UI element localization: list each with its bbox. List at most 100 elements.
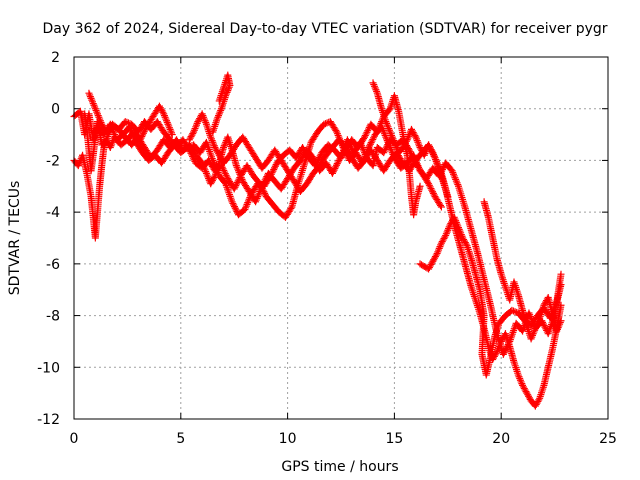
data-point: [381, 147, 389, 155]
chart-title: Day 362 of 2024, Sidereal Day-to-day VTE…: [42, 21, 607, 37]
data-point: [425, 180, 433, 188]
data-point: [465, 249, 473, 257]
data-point: [386, 128, 394, 136]
data-point: [199, 112, 207, 120]
data-point: [233, 163, 241, 171]
series-track-7: [209, 71, 234, 136]
data-point: [259, 181, 267, 189]
data-point: [141, 126, 149, 134]
x-tick-label: 15: [385, 431, 403, 447]
data-point: [400, 142, 408, 150]
data-point: [383, 135, 391, 143]
data-point: [139, 131, 147, 139]
data-point: [375, 125, 383, 133]
data-point: [429, 151, 437, 159]
data-point: [389, 135, 397, 143]
x-tick-labels: 0 5 10 15 20 25: [70, 431, 617, 447]
data-point: [441, 233, 449, 241]
data-point: [430, 256, 438, 264]
data-point: [510, 358, 518, 366]
data-point: [222, 171, 230, 179]
data-point: [520, 384, 528, 392]
data-point: [258, 182, 266, 190]
data-point: [138, 133, 146, 141]
data-point: [499, 276, 507, 284]
y-tick-label: -6: [46, 257, 60, 273]
data-point: [509, 307, 517, 315]
x-tick-label: 5: [176, 431, 185, 447]
data-point: [331, 165, 339, 173]
data-point: [431, 254, 439, 262]
data-point: [200, 164, 208, 172]
data-point: [412, 135, 420, 143]
y-tick-label: -4: [46, 205, 60, 221]
data-point: [214, 113, 222, 121]
data-point: [106, 144, 114, 151]
data-point: [165, 122, 173, 130]
data-point: [220, 166, 228, 174]
y-tick-label: -12: [37, 412, 60, 428]
data-point: [208, 178, 216, 186]
data-point: [385, 125, 393, 133]
data-point: [427, 260, 435, 268]
y-tick-label: -2: [46, 153, 60, 169]
data-point: [88, 96, 96, 104]
data-point: [457, 229, 465, 237]
data-point: [426, 183, 434, 191]
data-point: [260, 177, 268, 185]
data-point: [207, 135, 215, 143]
data-point: [444, 226, 452, 234]
data-point: [528, 333, 536, 341]
data-point: [437, 203, 445, 211]
data-point: [517, 378, 525, 386]
data-point: [457, 231, 465, 239]
data-point: [497, 337, 505, 345]
y-axis-label: SDTVAR / TECUs: [7, 181, 23, 296]
data-point: [255, 189, 263, 197]
data-point: [526, 311, 534, 319]
data-point: [497, 270, 505, 278]
data-point: [168, 129, 176, 137]
data-point: [332, 161, 340, 169]
data-point: [142, 124, 150, 132]
data-point: [535, 396, 543, 404]
data-point: [328, 169, 336, 177]
data-point: [426, 144, 434, 152]
data-point: [269, 167, 277, 175]
data-point: [203, 171, 211, 179]
data-point: [205, 128, 213, 136]
data-point: [378, 105, 386, 113]
data-point: [217, 106, 225, 114]
data-point: [108, 138, 116, 146]
data-point: [121, 118, 129, 126]
data-point: [254, 193, 262, 201]
data-point: [534, 397, 542, 405]
data-point: [332, 127, 340, 135]
data-point: [155, 102, 163, 110]
data-point: [311, 157, 319, 165]
data-point: [439, 236, 447, 244]
data-point: [435, 244, 443, 252]
data-point: [270, 165, 278, 173]
data-point: [434, 248, 442, 256]
data-point: [539, 383, 547, 391]
data-point: [256, 187, 264, 195]
data-point: [519, 381, 527, 389]
data-point: [333, 160, 341, 168]
y-tick-label: -8: [46, 309, 60, 325]
data-point: [233, 180, 241, 188]
x-tick-label: 25: [599, 431, 617, 447]
data-point: [333, 128, 341, 136]
data-point: [425, 181, 433, 189]
data-point: [237, 172, 245, 180]
data-point: [200, 113, 208, 121]
data-point: [242, 204, 250, 212]
data-point: [465, 247, 473, 255]
data-point: [382, 118, 390, 126]
data-point: [433, 250, 441, 258]
data-point: [231, 183, 239, 191]
data-point: [361, 132, 369, 140]
data-point: [261, 176, 269, 184]
data-point: [425, 265, 433, 273]
data-point: [399, 144, 407, 151]
